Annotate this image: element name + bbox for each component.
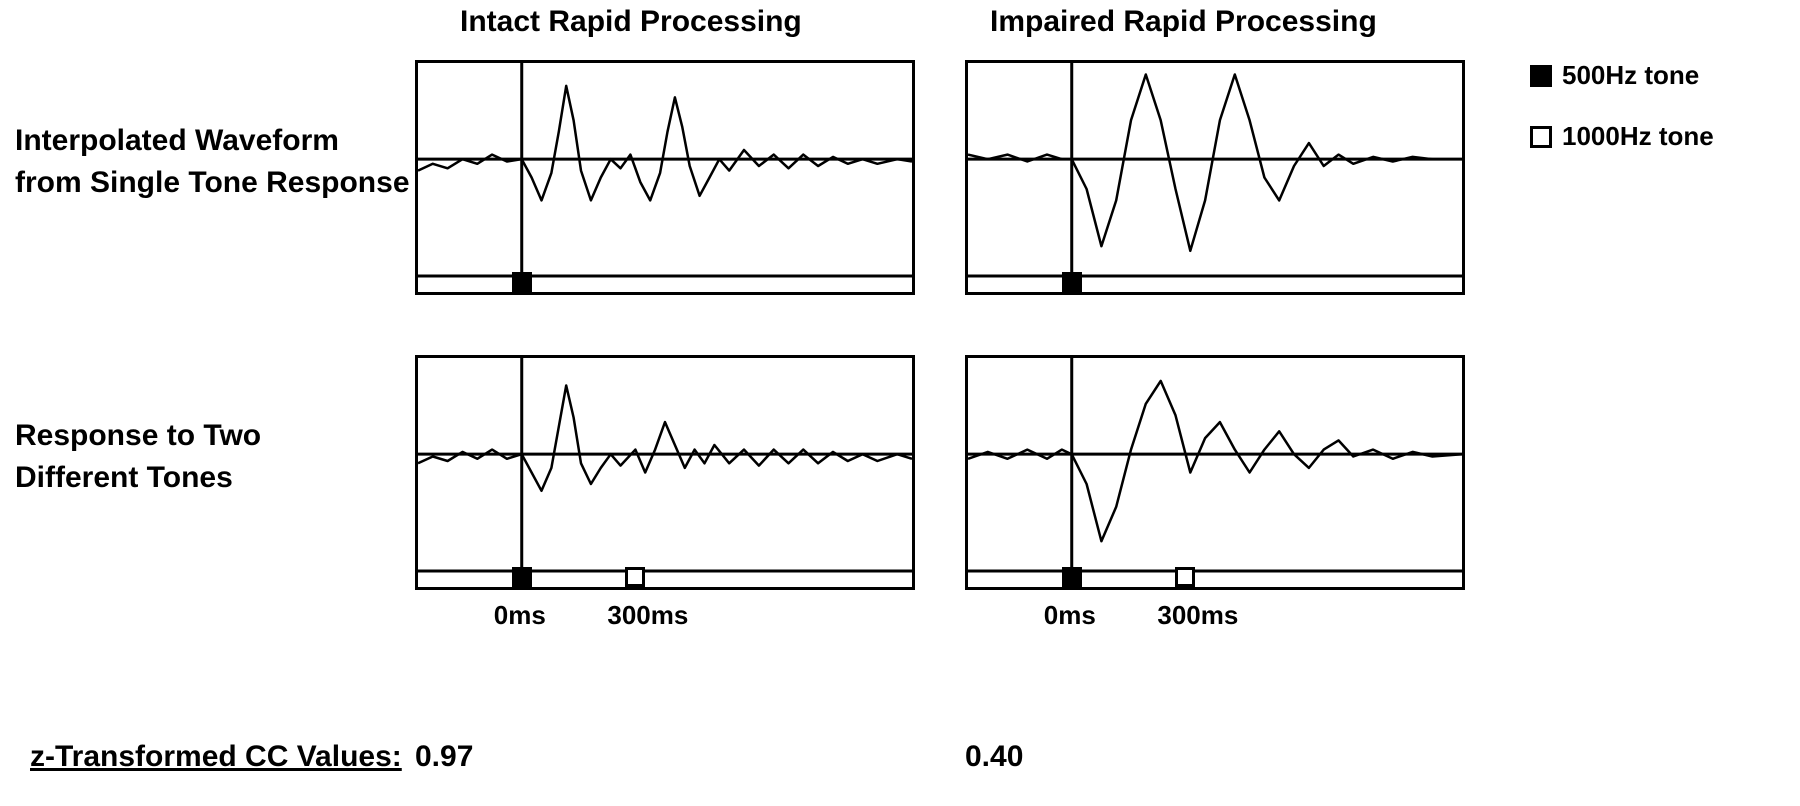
xaxis-tick-0ms: 0ms — [494, 600, 546, 631]
figure-root: Intact Rapid Processing Impaired Rapid P… — [0, 0, 1800, 806]
tone-marker-open — [625, 567, 645, 587]
legend: 500Hz tone 1000Hz tone — [1530, 60, 1714, 182]
xaxis-tick-0ms: 0ms — [1044, 600, 1096, 631]
tone-marker-filled — [1062, 567, 1082, 587]
cc-value-intact: 0.97 — [415, 740, 473, 774]
cc-value-impaired: 0.40 — [965, 740, 1023, 774]
panel-intact-top — [415, 60, 915, 295]
column-header-impaired: Impaired Rapid Processing — [990, 5, 1377, 39]
legend-swatch-open — [1530, 126, 1552, 148]
row-label-interpolated: Interpolated Waveform from Single Tone R… — [15, 120, 410, 204]
panel-intact-bottom — [415, 355, 915, 590]
panel-impaired-bottom — [965, 355, 1465, 590]
row1-label-line2: from Single Tone Response — [15, 166, 410, 199]
column-header-intact: Intact Rapid Processing — [460, 5, 802, 39]
legend-swatch-filled — [1530, 65, 1552, 87]
row-label-two-tones: Response to Two Different Tones — [15, 415, 261, 499]
xaxis-tick-300ms: 300ms — [607, 600, 688, 631]
tone-marker-filled — [512, 272, 532, 292]
tone-marker-filled — [1062, 272, 1082, 292]
tone-marker-open — [1175, 567, 1195, 587]
legend-label-500hz: 500Hz tone — [1562, 60, 1699, 91]
row1-label-line1: Interpolated Waveform — [15, 124, 339, 157]
cc-label-text: z-Transformed CC Values: — [30, 740, 402, 773]
xaxis-tick-300ms: 300ms — [1157, 600, 1238, 631]
row2-label-line1: Response to Two — [15, 419, 261, 452]
legend-item-1000hz: 1000Hz tone — [1530, 121, 1714, 152]
cc-values-label: z-Transformed CC Values: — [30, 740, 402, 774]
panel-impaired-top — [965, 60, 1465, 295]
row2-label-line2: Different Tones — [15, 461, 233, 494]
legend-item-500hz: 500Hz tone — [1530, 60, 1714, 91]
tone-marker-filled — [512, 567, 532, 587]
legend-label-1000hz: 1000Hz tone — [1562, 121, 1714, 152]
